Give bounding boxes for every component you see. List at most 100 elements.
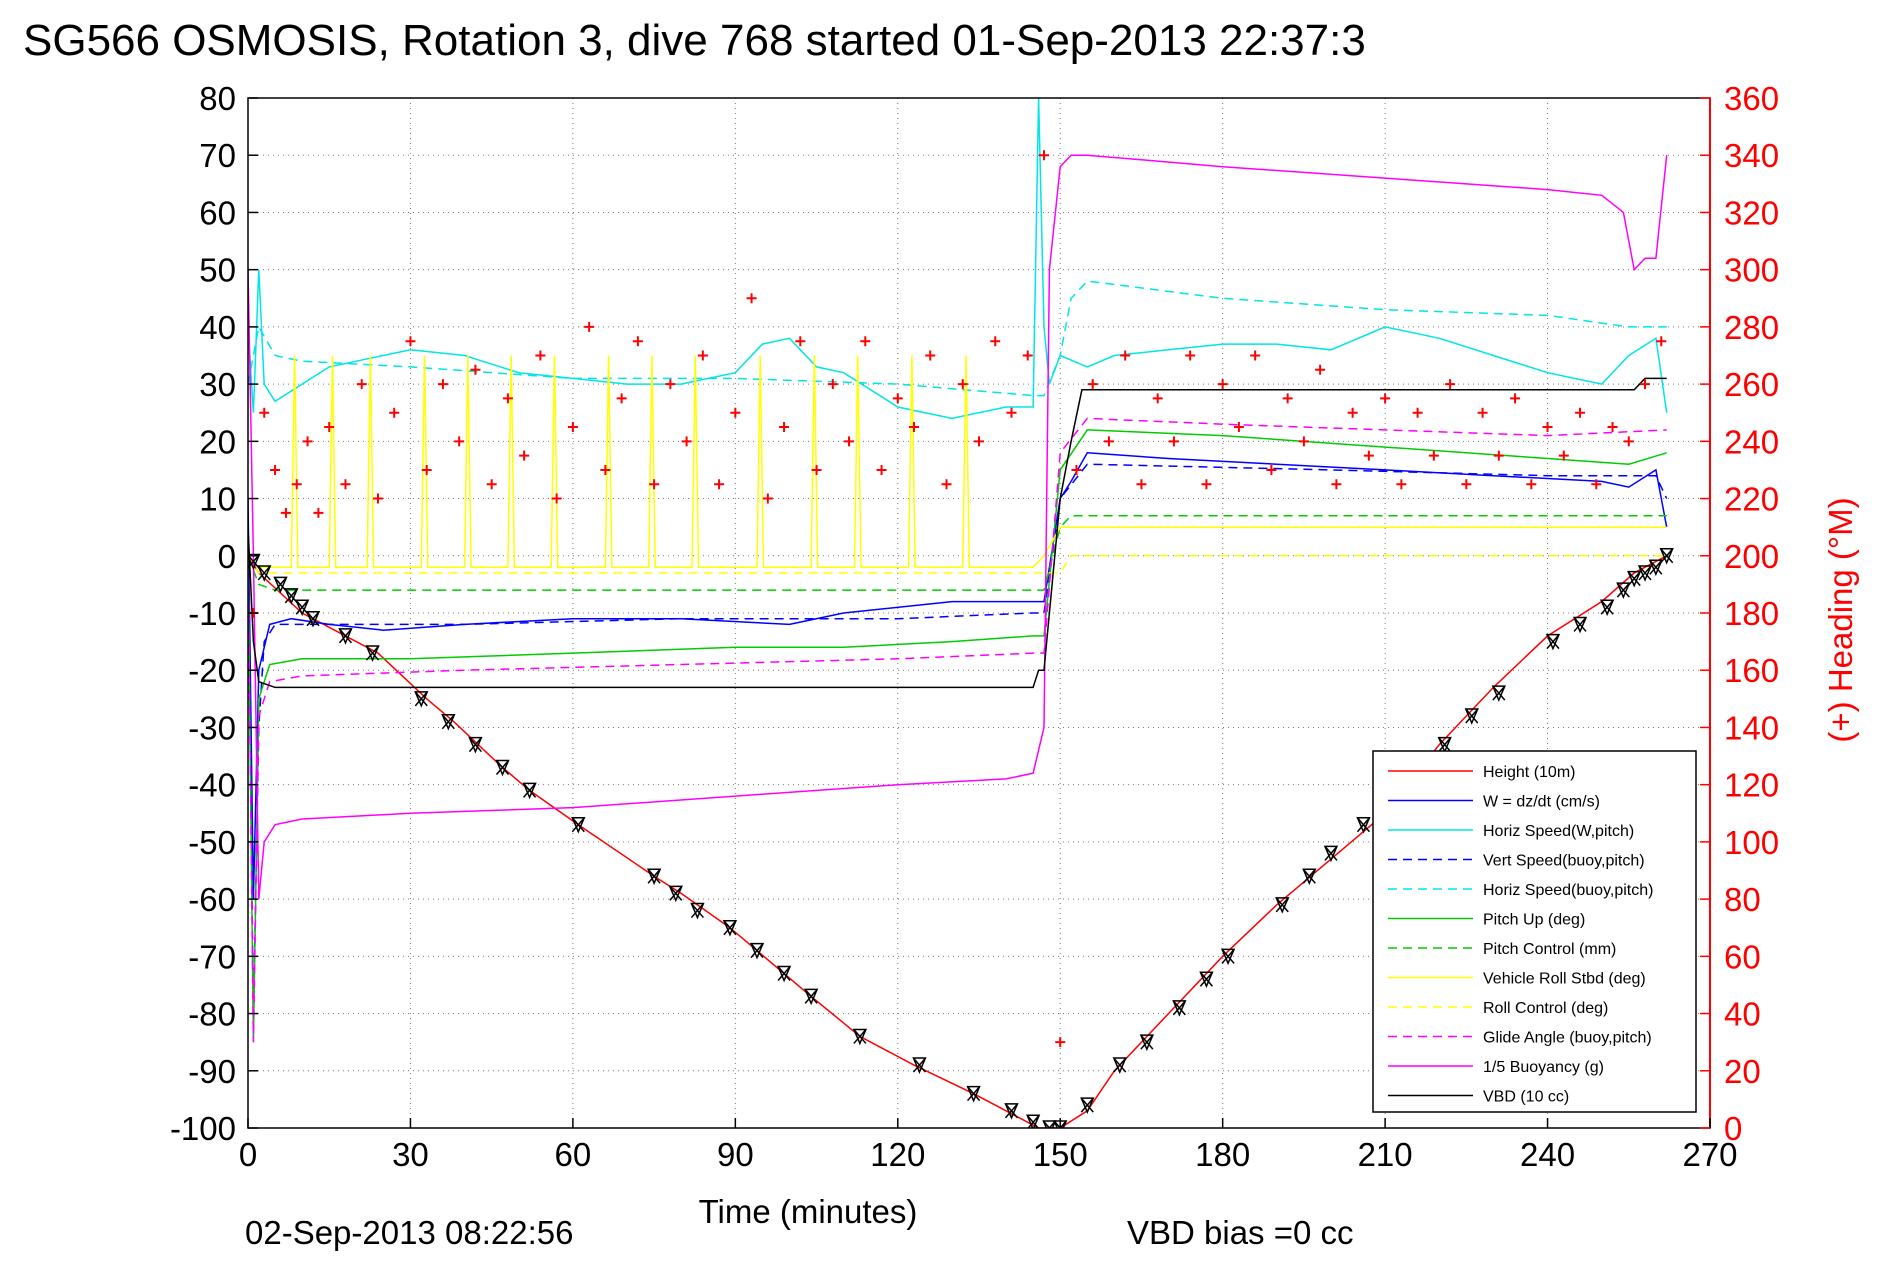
series-line-4	[248, 280, 1667, 397]
right-tick-label: 20	[1724, 1053, 1761, 1090]
depth-point	[295, 599, 310, 617]
heading-point	[502, 393, 513, 404]
y-tick-label: 60	[199, 194, 236, 231]
heading-point	[1428, 450, 1439, 461]
right-tick-label: 100	[1724, 824, 1779, 861]
x-tick-label: 60	[555, 1136, 592, 1173]
heading-point	[1315, 364, 1326, 375]
x-tick-label: 150	[1033, 1136, 1088, 1173]
x-tick-label: 180	[1195, 1136, 1250, 1173]
depth-point	[1026, 1114, 1041, 1128]
depth-point	[273, 576, 288, 594]
heading-point	[1461, 479, 1472, 490]
y-tick-label: -60	[188, 881, 236, 918]
heading-point	[649, 479, 660, 490]
depth-point	[571, 816, 586, 834]
heading-point	[1282, 393, 1293, 404]
right-tick-label: 320	[1724, 194, 1779, 231]
depth-point	[852, 1028, 868, 1046]
y-tick-label: -50	[188, 824, 236, 861]
heading-point	[405, 336, 416, 347]
heading-point	[1542, 422, 1553, 433]
heading-point	[389, 407, 400, 418]
heading-point	[1022, 350, 1033, 361]
depth-point	[495, 759, 510, 777]
depth-point	[1199, 971, 1214, 989]
depth-point	[1648, 559, 1663, 577]
depth-point	[1220, 948, 1236, 966]
heading-point	[714, 479, 725, 490]
heading-point	[1591, 479, 1602, 490]
heading-point	[291, 479, 302, 490]
heading-point	[421, 464, 432, 475]
heading-point	[762, 493, 773, 504]
series-13	[248, 548, 1674, 1128]
heading-point	[779, 422, 790, 433]
y-tick-label: 20	[199, 423, 236, 460]
depth-point	[1139, 1034, 1154, 1052]
depth-point	[1637, 565, 1653, 582]
right-axis-label: (+) Heading (°M)	[1822, 497, 1859, 742]
heading-point	[1136, 479, 1147, 490]
legend-label: Horiz Speed(W,pitch)	[1483, 823, 1634, 840]
right-tick-label: 360	[1724, 80, 1779, 117]
heading-point	[1038, 150, 1049, 161]
heading-point	[616, 393, 627, 404]
heading-point	[1331, 479, 1342, 490]
legend-label: Height (10m)	[1483, 764, 1575, 781]
x-axis-label: Time (minutes)	[699, 1193, 918, 1230]
heading-point	[270, 464, 281, 475]
y-tick-label: -80	[188, 996, 236, 1033]
heading-point	[584, 321, 595, 332]
heading-point	[437, 379, 448, 390]
y-tick-label: -100	[170, 1110, 236, 1147]
heading-point	[1477, 407, 1488, 418]
right-tick-label: 140	[1724, 709, 1779, 746]
heading-point	[990, 336, 1001, 347]
y-tick-label: -40	[188, 767, 236, 804]
markers-layer	[248, 150, 1674, 1128]
right-tick-label: 300	[1724, 252, 1779, 289]
heading-point	[941, 479, 952, 490]
heading-point	[1250, 350, 1261, 361]
y-tick-label: -20	[188, 652, 236, 689]
legend: Height (10m) W = dz/dt (cm/s) Horiz Speed(…	[1372, 750, 1697, 1113]
heading-point	[1087, 379, 1098, 390]
depth-point	[776, 965, 792, 983]
right-tick-label: 200	[1724, 538, 1779, 575]
depth-point	[441, 713, 456, 731]
legend-label: 1/5 Buoyancy (g)	[1483, 1059, 1604, 1076]
legend-label: VBD (10 cc)	[1483, 1089, 1569, 1106]
depth-point	[414, 691, 429, 708]
depth-point	[522, 782, 537, 800]
depth-point	[749, 942, 765, 960]
heading-point	[844, 436, 855, 447]
heading-point	[1233, 422, 1244, 433]
depth-point	[1627, 570, 1642, 588]
heading-point	[746, 293, 757, 304]
heading-point	[324, 422, 335, 433]
heading-point	[974, 436, 984, 447]
heading-point	[697, 350, 708, 361]
series-line-10	[248, 154, 1668, 900]
legend-label: Pitch Control (mm)	[1483, 941, 1616, 958]
x-tick-label: 30	[392, 1136, 429, 1173]
heading-point	[1493, 450, 1504, 461]
y-tick-label: 50	[199, 252, 236, 289]
right-tick-label: 120	[1724, 767, 1779, 804]
y-tick-label: -30	[188, 709, 236, 746]
right-tick-label: 0	[1724, 1110, 1742, 1147]
heading-point	[1640, 379, 1651, 390]
x-tick-label: 90	[717, 1136, 754, 1173]
heading-point	[454, 436, 465, 447]
heading-point	[1396, 479, 1407, 490]
series-line-3	[248, 463, 1668, 1014]
legend-label: Vehicle Roll Stbd (deg)	[1483, 971, 1646, 988]
y-tick-label: -70	[188, 938, 236, 975]
heading-point	[681, 436, 692, 447]
heading-point	[600, 464, 611, 475]
legend-label: Vert Speed(buoy,pitch)	[1483, 853, 1645, 870]
right-tick-label: 160	[1724, 652, 1779, 689]
heading-point	[876, 464, 887, 475]
